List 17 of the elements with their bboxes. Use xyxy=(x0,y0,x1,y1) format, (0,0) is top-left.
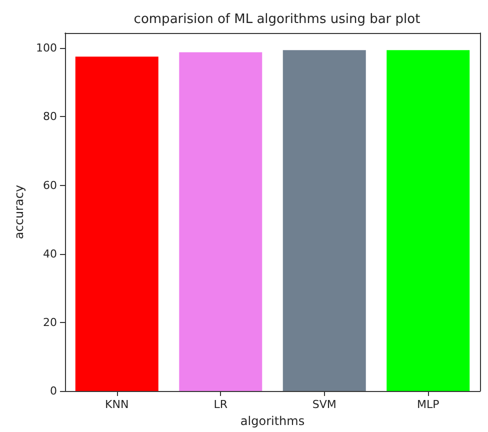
x-tick-label: SVM xyxy=(312,398,336,411)
bar xyxy=(386,50,470,391)
x-tick-label: MLP xyxy=(416,398,440,411)
y-axis-title: accuracy xyxy=(12,184,26,240)
x-tick-label: LR xyxy=(214,398,228,411)
y-tick-label: 40 xyxy=(43,247,57,260)
bar xyxy=(282,50,366,391)
bar xyxy=(179,52,262,391)
bar xyxy=(75,56,158,391)
chart-title: comparision of ML algorithms using bar plot xyxy=(134,12,420,27)
x-tick-label: KNN xyxy=(105,398,129,411)
y-tick-label: 80 xyxy=(43,110,57,124)
y-tick-label: 100 xyxy=(36,42,57,55)
y-tick-label: 60 xyxy=(43,178,57,192)
y-tick-label: 20 xyxy=(43,316,57,329)
x-axis-title: algorithms xyxy=(240,414,305,428)
y-tick-label: 0 xyxy=(50,384,57,398)
